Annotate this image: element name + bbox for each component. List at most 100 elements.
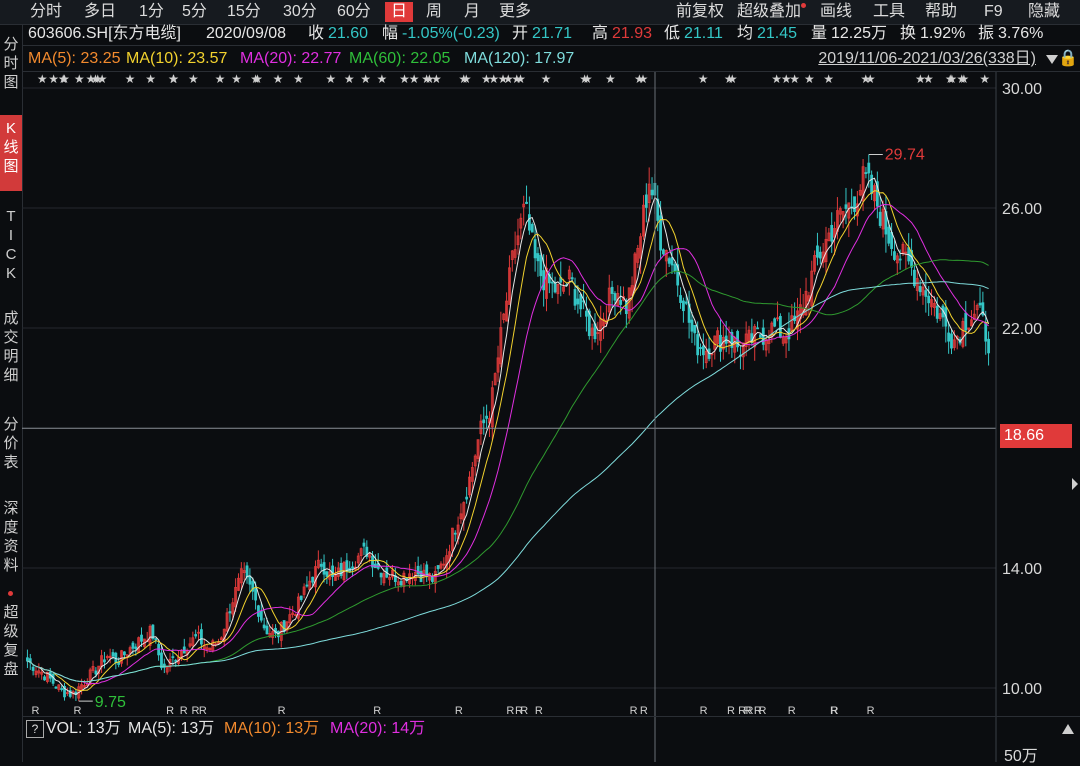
tab-multiday[interactable]: 多日	[84, 3, 117, 20]
tab-intraday[interactable]: 分时	[30, 3, 63, 20]
f9-button[interactable]: F9	[984, 3, 1003, 20]
stock-code-name: 603606.SH[东方电缆]	[28, 25, 181, 42]
candle-body	[676, 264, 680, 286]
ma10-legend: MA(10): 23.57	[126, 50, 228, 67]
draw-line-button[interactable]: 画线	[820, 3, 853, 20]
event-star-icon: ★	[605, 72, 616, 86]
vol-value: VOL: 13万	[46, 720, 121, 737]
turnover-label: 换	[900, 25, 917, 42]
candle-body	[684, 301, 688, 304]
ma-line-5	[27, 177, 990, 695]
help-icon[interactable]: ?	[26, 720, 44, 738]
sidebar-item-intraday[interactable]: 分时图	[0, 35, 22, 97]
event-r-marker: R	[831, 705, 839, 717]
low-value: 21.11	[684, 25, 723, 42]
crosshair-price-badge: 18.66	[1000, 424, 1072, 448]
event-star-icon: ★	[724, 72, 735, 86]
candle-body	[63, 685, 66, 698]
sidebar-item-price-table[interactable]: 分价表	[0, 415, 22, 475]
candle-body	[319, 563, 323, 567]
event-r-marker: R	[759, 705, 767, 717]
candle-body	[522, 203, 526, 208]
event-star-icon: ★	[37, 72, 48, 86]
candle-body	[587, 310, 591, 337]
candle-body	[827, 232, 831, 242]
tools-button[interactable]: 工具	[873, 3, 906, 20]
help-button[interactable]: 帮助	[925, 3, 958, 20]
sidebar-item-trades[interactable]: 成交明细	[0, 309, 22, 391]
event-star-icon: ★	[409, 72, 420, 86]
sidebar-item-replay[interactable]: 超级复盘	[0, 603, 22, 685]
candle-body	[108, 655, 112, 658]
tab-daily[interactable]: 日	[385, 2, 414, 22]
event-star-icon: ★	[424, 72, 435, 86]
candle-body	[103, 659, 106, 663]
candle-body	[428, 573, 431, 581]
range-dropdown-icon[interactable]	[1046, 55, 1058, 64]
candle-body	[556, 283, 560, 295]
event-star-icon: ★	[498, 72, 509, 86]
tab-30min[interactable]: 30分	[283, 3, 317, 20]
date-range[interactable]: 2019/11/06-2021/03/26(338日)	[818, 50, 1036, 67]
candle-body	[120, 650, 123, 664]
tab-more[interactable]: 更多	[499, 3, 532, 20]
lock-icon[interactable]: 🔒	[1058, 50, 1078, 67]
candle-body	[485, 415, 489, 419]
hide-button[interactable]: 隐藏	[1028, 3, 1061, 20]
open-label: 开	[512, 25, 529, 42]
tab-15min[interactable]: 15分	[227, 3, 261, 20]
candle-body	[513, 249, 517, 258]
tab-5min[interactable]: 5分	[182, 3, 207, 20]
candle-body	[539, 254, 543, 277]
tab-1min[interactable]: 1分	[139, 3, 164, 20]
candle-body	[647, 183, 651, 203]
event-star-icon: ★	[947, 72, 958, 86]
candle-body	[351, 566, 354, 569]
candle-body	[864, 172, 868, 174]
event-star-icon: ★	[860, 72, 871, 86]
sidebar-item-profile[interactable]: 深度资料	[0, 499, 22, 581]
candle-body	[570, 277, 574, 280]
expand-right-icon[interactable]	[1072, 478, 1078, 490]
candle-body	[562, 286, 566, 292]
candle-body	[639, 236, 643, 259]
event-r-marker: R	[74, 705, 82, 717]
candle-body	[225, 612, 229, 632]
candle-body	[470, 467, 474, 482]
event-r-marker: R	[630, 705, 638, 717]
event-r-marker: R	[744, 705, 752, 717]
tab-60min[interactable]: 60分	[337, 3, 371, 20]
event-star-icon: ★	[188, 72, 199, 86]
candle-body	[496, 357, 500, 373]
event-r-marker: R	[535, 705, 543, 717]
candle-body	[208, 648, 212, 650]
candle-body	[416, 565, 420, 575]
overlay-button[interactable]: 超级叠加	[737, 3, 802, 20]
candle-body	[259, 610, 263, 621]
candle-body	[396, 581, 400, 586]
candle-body	[613, 293, 617, 301]
event-star-icon: ★	[168, 72, 179, 86]
candle-body	[228, 611, 232, 614]
candle-body	[927, 295, 931, 304]
event-r-marker: R	[180, 705, 188, 717]
candle-body	[644, 194, 648, 208]
candle-body	[154, 638, 158, 641]
event-r-marker: R	[199, 705, 207, 717]
event-r-marker: R	[31, 705, 39, 717]
event-star-icon: ★	[582, 72, 593, 86]
candle-body	[881, 208, 885, 230]
candle-body	[545, 267, 548, 299]
collapse-up-icon[interactable]	[1062, 724, 1074, 734]
divider	[22, 716, 1080, 717]
candle-body	[741, 342, 745, 358]
adjust-forward-button[interactable]: 前复权	[676, 3, 725, 20]
event-star-icon: ★	[421, 72, 432, 86]
tab-monthly[interactable]: 月	[464, 3, 481, 20]
tab-weekly[interactable]: 周	[426, 3, 443, 20]
event-star-icon: ★	[481, 72, 492, 86]
candle-body	[68, 690, 72, 697]
